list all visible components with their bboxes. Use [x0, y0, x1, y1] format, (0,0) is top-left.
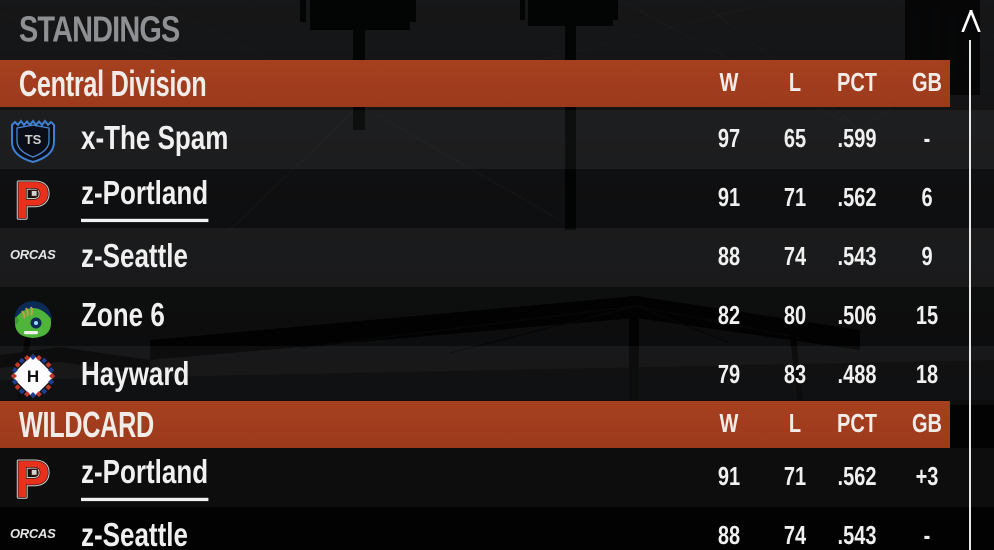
svg-text:P: P	[15, 454, 50, 502]
svg-text:TS: TS	[25, 132, 42, 147]
svg-text:P: P	[15, 175, 50, 223]
svg-text:ORCAS: ORCAS	[10, 526, 56, 541]
svg-text:ORCAS: ORCAS	[10, 247, 56, 262]
svg-text:H: H	[27, 367, 39, 386]
